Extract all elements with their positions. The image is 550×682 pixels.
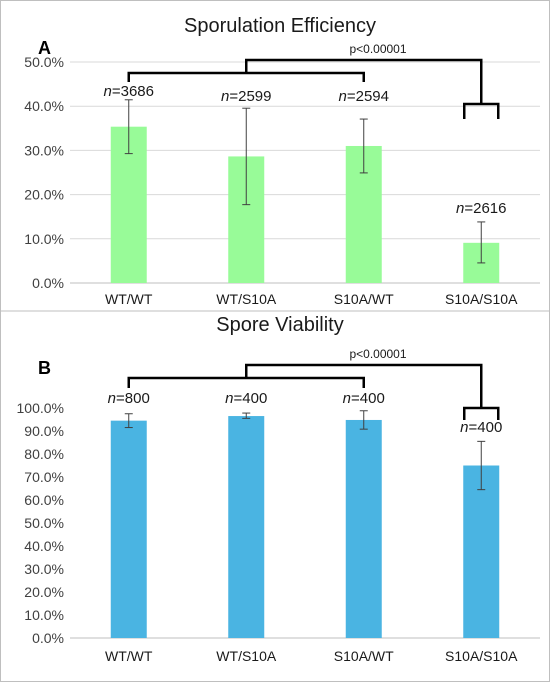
n-label-value: =400 — [234, 390, 268, 407]
n-label-value: =2599 — [229, 88, 271, 105]
significance-connector — [245, 58, 483, 104]
y-tick-label: 0.0% — [32, 275, 64, 291]
y-tick-label: 70.0% — [24, 469, 64, 485]
y-tick-label: 10.0% — [24, 607, 64, 623]
n-label: n=3686 — [104, 83, 154, 100]
n-label-value: =400 — [351, 390, 385, 407]
n-label: n=400 — [225, 390, 267, 407]
y-tick-label: 50.0% — [24, 54, 64, 70]
bar — [228, 416, 265, 638]
n-label: n=2616 — [456, 200, 506, 217]
y-tick-label: 20.0% — [24, 584, 64, 600]
y-tick-label: 0.0% — [32, 630, 64, 646]
n-label: n=2599 — [221, 88, 271, 105]
n-label: n=800 — [108, 390, 150, 407]
n-label-prefix: n — [456, 200, 464, 217]
n-label-prefix: n — [460, 419, 468, 436]
y-tick-label: 50.0% — [24, 515, 64, 531]
panel-b: Spore Viability B p<0.00001 0.0% 10.0% 20.… — [17, 314, 540, 664]
significance-bracket-left — [127, 376, 365, 388]
panel-b-label: B — [38, 358, 51, 378]
category-label: S10A/S10A — [445, 648, 518, 664]
panel-a-label: A — [38, 38, 51, 58]
n-label: n=400 — [460, 419, 502, 436]
y-tick-label: 100.0% — [17, 400, 64, 416]
n-label-prefix: n — [339, 88, 347, 105]
panel-a-significance: p<0.00001 — [349, 42, 406, 56]
n-label-value: =400 — [469, 419, 503, 436]
y-tick-label: 80.0% — [24, 446, 64, 462]
panel-b-significance: p<0.00001 — [349, 347, 406, 361]
n-label-value: =800 — [116, 390, 150, 407]
bar — [110, 420, 147, 638]
n-label-prefix: n — [343, 390, 351, 407]
significance-bracket-right — [463, 102, 500, 119]
significance-bracket-right — [463, 406, 500, 420]
category-label: WT/WT — [105, 291, 153, 307]
bar — [463, 465, 500, 638]
panel-a-plot: 0.0%10.0%20.0%30.0%40.0%50.0%WT/WTn=3686… — [24, 54, 540, 307]
n-label: n=400 — [343, 390, 385, 407]
n-label-value: =2616 — [464, 200, 506, 217]
n-label-prefix: n — [225, 390, 233, 407]
y-tick-label: 10.0% — [24, 231, 64, 247]
panel-a: Sporulation Efficiency A p<0.00001 0.0% 1… — [24, 15, 540, 307]
y-tick-label: 40.0% — [24, 538, 64, 554]
n-label-value: =3686 — [112, 83, 154, 100]
panel-a-title: Sporulation Efficiency — [184, 15, 376, 37]
category-label: S10A/WT — [334, 648, 394, 664]
significance-bracket-left — [127, 71, 365, 82]
category-label: S10A/S10A — [445, 291, 518, 307]
bar — [345, 419, 382, 638]
y-tick-label: 40.0% — [24, 98, 64, 114]
panel-b-title: Spore Viability — [216, 314, 343, 336]
y-tick-label: 90.0% — [24, 423, 64, 439]
category-label: WT/WT — [105, 648, 153, 664]
category-label: S10A/WT — [334, 291, 394, 307]
y-tick-label: 20.0% — [24, 187, 64, 203]
y-tick-label: 30.0% — [24, 142, 64, 158]
n-label-value: =2594 — [347, 88, 389, 105]
y-tick-label: 60.0% — [24, 492, 64, 508]
panel-b-plot: 0.0% 10.0% 20.0% 30.0% 40.0% 50.0% 60.0% 70.0% 8… — [17, 363, 540, 664]
y-tick-label: 30.0% — [24, 561, 64, 577]
n-label-prefix: n — [104, 83, 112, 100]
category-label: WT/S10A — [216, 648, 277, 664]
significance-connector — [245, 363, 483, 408]
n-label: n=2594 — [339, 88, 389, 105]
category-label: WT/S10A — [216, 291, 277, 307]
n-label-prefix: n — [108, 390, 116, 407]
n-label-prefix: n — [221, 88, 229, 105]
